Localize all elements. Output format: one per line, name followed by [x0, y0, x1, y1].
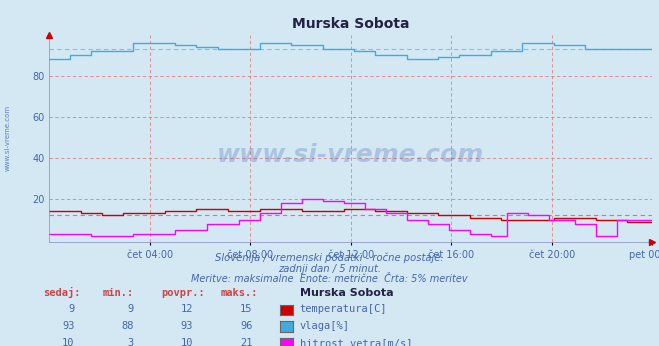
Text: hitrost vetra[m/s]: hitrost vetra[m/s]: [300, 338, 413, 346]
Text: 88: 88: [121, 321, 134, 331]
Text: Murska Sobota: Murska Sobota: [300, 288, 393, 298]
Title: Murska Sobota: Murska Sobota: [292, 17, 410, 31]
Text: povpr.:: povpr.:: [161, 288, 205, 298]
Text: vlaga[%]: vlaga[%]: [300, 321, 350, 331]
Text: 10: 10: [62, 338, 74, 346]
Text: zadnji dan / 5 minut.: zadnji dan / 5 minut.: [278, 264, 381, 274]
Text: 15: 15: [240, 304, 252, 315]
Text: 3: 3: [128, 338, 134, 346]
Text: 93: 93: [62, 321, 74, 331]
Text: 21: 21: [240, 338, 252, 346]
Text: 10: 10: [181, 338, 193, 346]
Text: 9: 9: [128, 304, 134, 315]
Text: maks.:: maks.:: [221, 288, 258, 298]
Text: www.si-vreme.com: www.si-vreme.com: [217, 143, 484, 167]
Text: sedaj:: sedaj:: [43, 287, 80, 298]
Text: www.si-vreme.com: www.si-vreme.com: [5, 105, 11, 172]
Text: temperatura[C]: temperatura[C]: [300, 304, 387, 315]
Text: min.:: min.:: [102, 288, 133, 298]
Text: Meritve: maksimalne  Enote: metrične  Črta: 5% meritev: Meritve: maksimalne Enote: metrične Črta…: [191, 274, 468, 284]
Text: 12: 12: [181, 304, 193, 315]
Text: 93: 93: [181, 321, 193, 331]
Text: 96: 96: [240, 321, 252, 331]
Text: Slovenija / vremenski podatki - ročne postaje.: Slovenija / vremenski podatki - ročne po…: [215, 253, 444, 263]
Text: 9: 9: [69, 304, 74, 315]
